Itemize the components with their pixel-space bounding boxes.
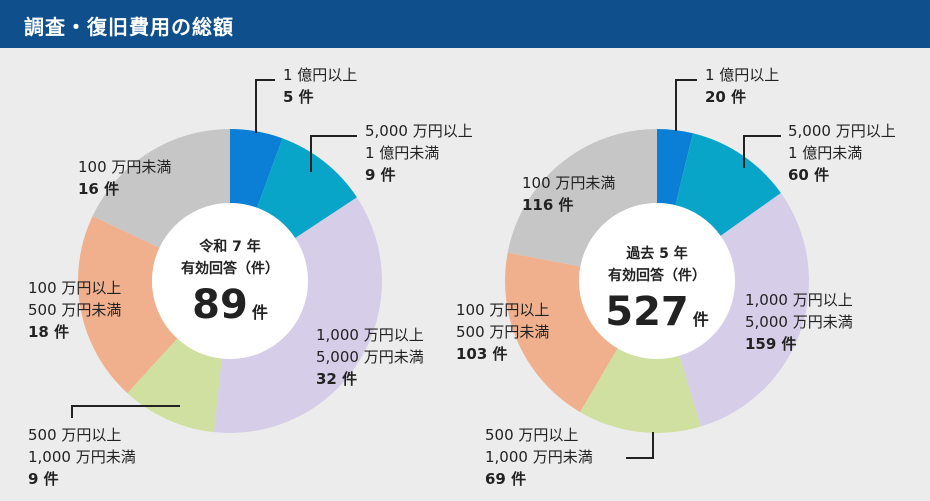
chart2-slice-4-range-line-1: 500 万円以上	[485, 426, 579, 444]
chart2-slice-5-range-line-1: 100 万円以上	[456, 301, 550, 319]
chart1-leader-line-1	[255, 79, 275, 133]
chart1-slice-2-range-line-1: 5,000 万円以上	[365, 122, 473, 140]
chart2-label-500man-1000man: 500 万円以上 1,000 万円未満 69 件	[485, 424, 593, 490]
header-bar: 調査・復旧費用の総額	[0, 0, 930, 48]
chart1-slice-2-range-line-2: 1 億円未満	[365, 144, 440, 162]
chart1-leader-line-2	[310, 135, 357, 172]
chart1-slice-3-range-line-1: 1,000 万円以上	[316, 326, 424, 344]
chart2-label-100man-miman: 100 万円未満 116 件	[522, 172, 615, 216]
chart2-slice-6	[507, 129, 657, 267]
chart2-donut-hole	[579, 203, 735, 359]
chart1-slice-1	[230, 129, 283, 208]
chart2-slice-5-count: 103 件	[456, 345, 508, 363]
chart2-leader-line-4	[626, 432, 654, 459]
chart1-slice-1-range-line-1: 1 億円以上	[283, 66, 358, 84]
chart1-slice-4	[127, 338, 222, 433]
chart1-slice-3-count: 32 件	[316, 370, 358, 388]
chart2-center-label: 過去 5 年 有効回答（件） 527 件	[597, 243, 717, 337]
chart2-slice-4	[580, 348, 701, 433]
chart2-label-100man-500man: 100 万円以上 500 万円未満 103 件	[456, 299, 549, 365]
chart1-label-500man-1000man: 500 万円以上 1,000 万円未満 9 件	[28, 424, 136, 490]
chart1-label-5000man-1oku: 5,000 万円以上 1 億円未満 9 件	[365, 120, 473, 186]
chart1-label-1oku-ijo: 1 億円以上 5 件	[283, 64, 357, 108]
chart2-slice-1-range-line-1: 1 億円以上	[705, 66, 780, 84]
chart2-slice-1-count: 20 件	[705, 88, 747, 106]
page-title: 調査・復旧費用の総額	[24, 15, 234, 39]
chart1-slice-4-range-line-2: 1,000 万円未満	[28, 448, 136, 466]
chart1-slice-6	[92, 129, 231, 248]
chart1-slice-2-count: 9 件	[365, 166, 396, 184]
chart2-slice-5	[505, 252, 618, 413]
chart2-slice-2-count: 60 件	[788, 166, 830, 184]
chart1-total-unit: 件	[251, 303, 268, 322]
chart2-total: 527	[605, 289, 689, 335]
chart1-leader-line-4	[71, 405, 180, 418]
chart2-slice-3	[679, 193, 810, 427]
chart2-slice-6-count: 116 件	[522, 196, 574, 214]
chart2-leader-line-1	[675, 79, 697, 131]
chart1-slice-5-range-line-2: 500 万円未満	[28, 301, 122, 319]
chart2-label-1oku-ijo: 1 億円以上 20 件	[705, 64, 779, 108]
chart1-center-label: 令和 7 年 有効回答（件） 89 件	[170, 236, 290, 330]
chart2-slice-5-range-line-2: 500 万円未満	[456, 323, 550, 341]
chart1-slice-5-range-line-1: 100 万円以上	[28, 279, 122, 297]
chart2-leader-line-2	[743, 135, 781, 168]
chart1-slice-3-range-line-2: 5,000 万円未満	[316, 348, 424, 366]
chart2-slice-4-count: 69 件	[485, 470, 527, 488]
chart1-slice-4-count: 9 件	[28, 470, 59, 488]
chart2-center-line2: 有効回答（件）	[608, 268, 706, 284]
chart1-center-line1: 令和 7 年	[199, 239, 261, 255]
chart1-slice-1-count: 5 件	[283, 88, 314, 106]
chart1-label-100man-500man: 100 万円以上 500 万円未満 18 件	[28, 277, 121, 343]
chart1-center-line2: 有効回答（件）	[181, 261, 279, 277]
chart1-slice-3	[213, 197, 382, 433]
chart1-label-100man-miman: 100 万円未満 16 件	[78, 156, 171, 200]
chart1-slice-5	[78, 216, 178, 394]
chart1-donut-hole	[152, 203, 308, 359]
chart2-label-1000man-5000man: 1,000 万円以上 5,000 万円未満 159 件	[745, 289, 853, 355]
chart1-slice-2	[256, 138, 357, 239]
chart2-label-5000man-1oku: 5,000 万円以上 1 億円未満 60 件	[788, 120, 896, 186]
chart2-center-line1: 過去 5 年	[626, 246, 688, 262]
chart1-total: 89	[192, 282, 248, 328]
chart1-slice-6-count: 16 件	[78, 180, 120, 198]
chart2-slice-4-range-line-2: 1,000 万円未満	[485, 448, 593, 466]
chart2-slice-3-range-line-2: 5,000 万円未満	[745, 313, 853, 331]
chart2-slice-2-range-line-1: 5,000 万円以上	[788, 122, 896, 140]
chart2-slice-3-count: 159 件	[745, 335, 797, 353]
chart1-slice-4-range-line-1: 500 万円以上	[28, 426, 122, 444]
chart2-slice-6-range-line-1: 100 万円未満	[522, 174, 616, 192]
chart2-total-unit: 件	[692, 310, 709, 329]
chart2-slice-2	[675, 133, 781, 236]
chart2-slice-1	[657, 129, 693, 206]
chart2-slice-3-range-line-1: 1,000 万円以上	[745, 291, 853, 309]
chart2-slice-2-range-line-2: 1 億円未満	[788, 144, 863, 162]
chart1-label-1000man-5000man: 1,000 万円以上 5,000 万円未満 32 件	[316, 324, 424, 390]
chart1-slice-6-range-line-1: 100 万円未満	[78, 158, 172, 176]
chart1-slice-5-count: 18 件	[28, 323, 70, 341]
